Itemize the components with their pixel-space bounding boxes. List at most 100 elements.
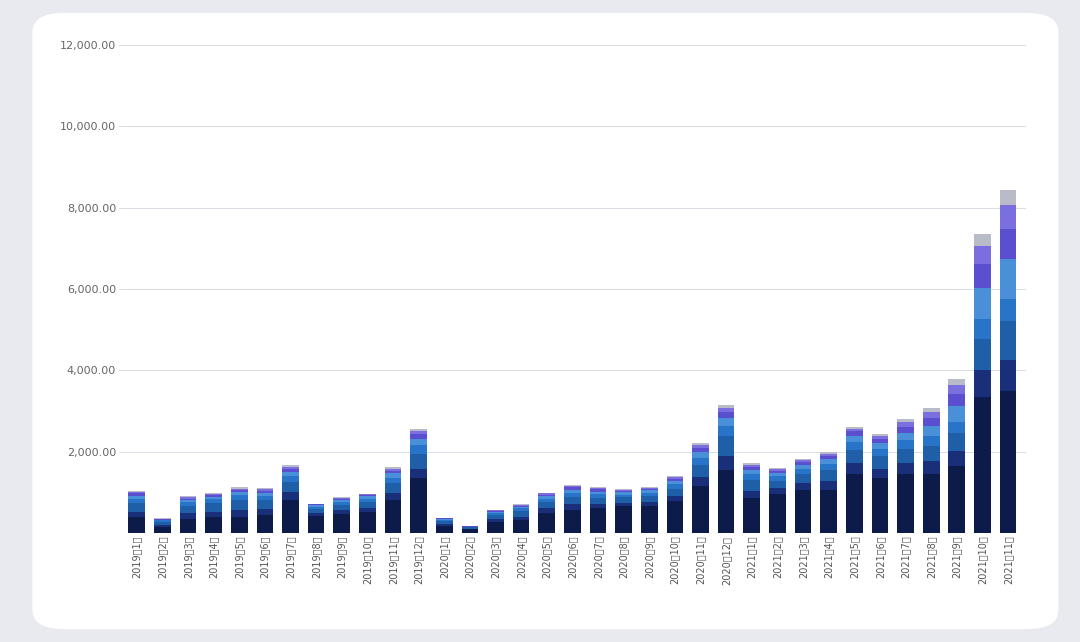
Bar xyxy=(590,504,606,508)
Bar xyxy=(436,524,453,526)
Bar xyxy=(308,516,324,533)
Bar xyxy=(384,499,402,533)
Bar xyxy=(974,338,990,370)
Bar xyxy=(948,451,966,466)
Bar xyxy=(487,519,504,522)
Bar xyxy=(129,517,145,533)
Bar xyxy=(179,498,197,500)
Bar xyxy=(616,489,632,490)
Bar xyxy=(922,419,940,426)
Bar xyxy=(410,438,427,445)
Bar xyxy=(718,418,734,426)
Bar xyxy=(821,482,837,490)
Bar xyxy=(590,487,606,488)
Bar xyxy=(795,460,811,462)
Bar xyxy=(205,503,222,512)
Bar xyxy=(872,436,888,439)
Bar xyxy=(897,449,914,462)
Bar xyxy=(205,495,222,497)
Bar xyxy=(513,508,529,511)
Bar xyxy=(129,512,145,517)
Bar xyxy=(769,488,786,494)
Bar xyxy=(359,495,376,496)
Bar xyxy=(384,493,402,499)
Bar xyxy=(334,505,350,510)
Bar xyxy=(410,431,427,434)
Bar xyxy=(308,505,324,507)
Bar xyxy=(640,490,658,493)
Bar xyxy=(564,487,581,490)
Bar xyxy=(129,494,145,496)
Bar xyxy=(974,234,990,246)
Bar xyxy=(179,500,197,502)
Bar xyxy=(718,470,734,533)
Bar xyxy=(513,517,529,520)
Bar xyxy=(308,509,324,513)
Bar xyxy=(205,494,222,495)
Bar xyxy=(513,520,529,533)
Bar xyxy=(282,472,299,476)
Bar xyxy=(616,503,632,507)
Bar xyxy=(179,496,197,497)
Bar xyxy=(231,490,247,492)
Bar xyxy=(846,436,863,442)
Bar xyxy=(948,422,966,433)
Bar xyxy=(948,379,966,385)
Bar xyxy=(872,449,888,456)
Bar xyxy=(616,494,632,498)
Bar xyxy=(743,491,760,498)
Bar xyxy=(282,469,299,472)
Bar xyxy=(846,449,863,463)
Bar xyxy=(872,443,888,449)
Bar xyxy=(564,505,581,510)
Bar xyxy=(334,498,350,499)
Bar xyxy=(795,462,811,465)
Bar xyxy=(564,486,581,487)
Bar xyxy=(231,489,247,490)
Bar xyxy=(205,497,222,499)
Bar xyxy=(821,464,837,470)
Bar xyxy=(590,498,606,504)
Bar xyxy=(513,507,529,508)
Bar xyxy=(410,453,427,469)
Bar xyxy=(282,482,299,492)
Bar xyxy=(384,473,402,478)
Bar xyxy=(948,394,966,406)
Bar xyxy=(769,481,786,488)
Bar xyxy=(897,474,914,533)
Bar xyxy=(897,427,914,433)
Bar xyxy=(922,462,940,474)
Bar xyxy=(384,469,402,471)
Bar xyxy=(231,496,247,500)
Bar xyxy=(769,469,786,471)
Bar xyxy=(922,474,940,533)
Bar xyxy=(640,502,658,506)
Bar xyxy=(436,521,453,524)
Bar xyxy=(179,513,197,519)
Bar xyxy=(795,469,811,474)
Bar xyxy=(129,503,145,512)
Bar xyxy=(743,470,760,474)
Bar xyxy=(487,522,504,533)
Bar xyxy=(846,429,863,431)
Bar xyxy=(974,264,990,288)
Bar xyxy=(461,529,478,533)
Bar xyxy=(410,478,427,533)
Bar xyxy=(334,502,350,505)
Bar xyxy=(948,385,966,394)
Bar xyxy=(487,513,504,516)
Bar xyxy=(974,288,990,319)
Bar xyxy=(129,499,145,503)
Bar xyxy=(487,516,504,519)
Bar xyxy=(539,508,555,512)
Bar xyxy=(590,489,606,492)
Bar xyxy=(334,514,350,533)
Bar xyxy=(539,502,555,508)
Bar xyxy=(743,464,760,465)
Bar xyxy=(179,506,197,513)
Bar xyxy=(154,521,171,522)
Bar xyxy=(359,508,376,512)
Bar xyxy=(1000,259,1016,299)
Bar xyxy=(718,404,734,408)
Bar xyxy=(616,498,632,503)
